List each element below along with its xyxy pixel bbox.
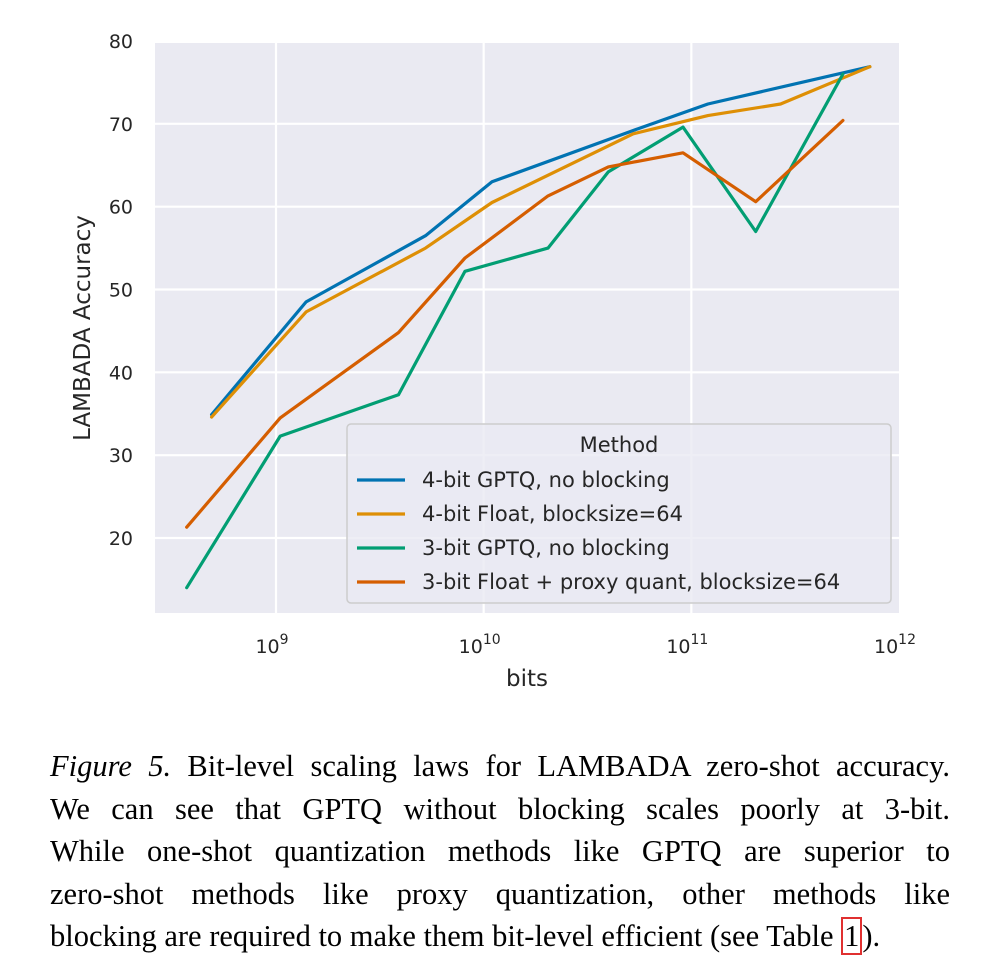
caption-line-3: While one-shot quantization methods like… [50, 834, 950, 868]
y-tick-label: 70 [109, 114, 133, 136]
legend: Method 4-bit GPTQ, no blocking 4-bit Floa… [346, 423, 892, 604]
y-tick-label: 20 [109, 528, 133, 550]
caption-line-2: We can see that GPTQ without blocking sc… [50, 791, 950, 826]
table-reference-link[interactable]: 1 [841, 917, 863, 955]
legend-label: 3-bit Float + proxy quant, blocksize=64 [422, 570, 840, 594]
figure-label: Figure 5. [50, 749, 172, 783]
caption-text: blocking are required to make them bit-l… [50, 919, 842, 953]
figure-caption: Figure 5. Bit-level scaling laws for LAM… [50, 745, 950, 958]
series-lines [185, 65, 872, 590]
x-tick-label: 1011 [666, 632, 708, 658]
x-tick-label: 109 [255, 632, 288, 658]
y-axis-label: LAMBADA Accuracy [70, 215, 96, 441]
x-tick-labels: 109 1010 1011 1012 [255, 632, 916, 658]
series-line-4 [185, 118, 845, 529]
y-tick-label: 60 [109, 197, 133, 219]
legend-box [346, 423, 892, 604]
x-axis-label: bits [506, 666, 548, 692]
y-tick-labels: 20 30 40 50 60 70 80 [109, 31, 133, 550]
caption-line-1: Figure 5. Bit-level scaling laws for LAM… [50, 745, 950, 788]
y-tick-label: 50 [109, 280, 133, 302]
legend-label: 3-bit GPTQ, no blocking [422, 536, 670, 560]
y-tick-label: 80 [109, 31, 133, 53]
series-line-2 [210, 65, 872, 419]
caption-line-4: zero-shot methods like proxy quantizatio… [50, 876, 950, 911]
caption-line-5: blocking are required to make them bit-l… [50, 915, 950, 958]
y-tick-label: 40 [109, 362, 133, 384]
chart: 20 30 40 50 60 70 80 109 1010 1011 1012 LAMBADA A… [70, 31, 916, 692]
legend-title: Method [580, 433, 659, 457]
caption-text: ). [862, 919, 881, 953]
x-tick-label: 1010 [459, 632, 501, 658]
legend-label: 4-bit Float, blocksize=64 [422, 502, 683, 526]
caption-text: Bit-level scaling laws for LAMBADA zero-… [171, 749, 950, 783]
legend-label: 4-bit GPTQ, no blocking [422, 468, 670, 492]
x-tick-label: 1012 [874, 632, 916, 658]
y-tick-label: 30 [109, 445, 133, 467]
series-line-1 [210, 65, 872, 417]
series-line-3 [185, 72, 845, 590]
